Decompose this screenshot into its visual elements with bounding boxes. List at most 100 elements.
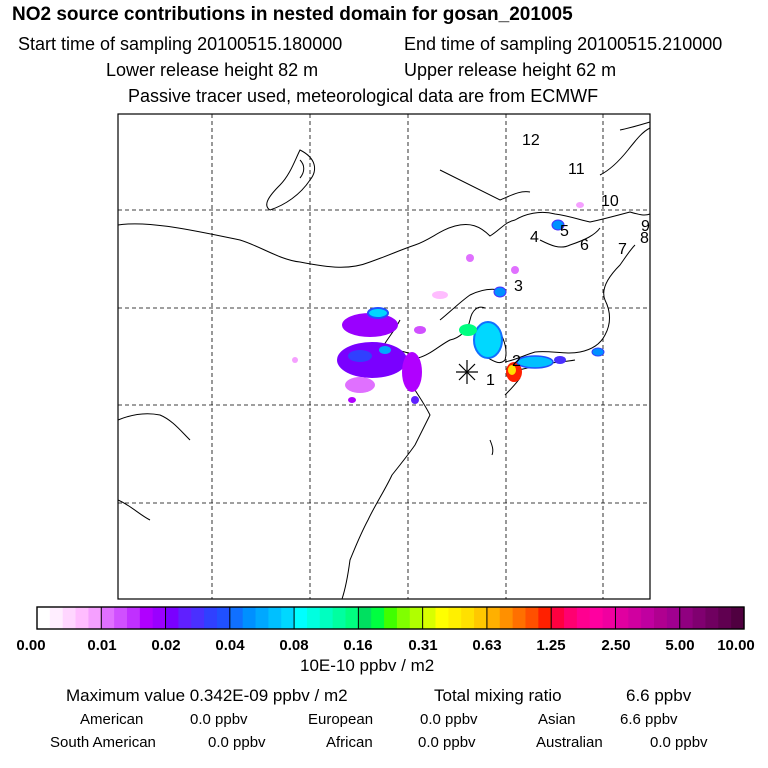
colorbar-tick: 2.50 [601, 637, 630, 654]
site-number-labels: 1 2 3 4 5 6 7 8 9 10 11 12 [486, 132, 650, 389]
colorbar-cell [602, 607, 617, 629]
maximum-value-label: Maximum value 0.342E-09 ppbv / m2 [66, 686, 348, 705]
site-label: 7 [618, 241, 627, 258]
region-name: South American [50, 734, 156, 751]
colorbar-cell [178, 607, 192, 629]
region-name: European [308, 711, 374, 728]
colorbar-cell [692, 607, 707, 629]
colorbar-cell [242, 607, 257, 629]
colorbar-cell [216, 607, 231, 629]
colorbar-cell [576, 607, 591, 629]
plume-trace-8 [411, 396, 419, 404]
colorbar-frame [36, 606, 745, 630]
plume-japan [516, 355, 554, 369]
colorbar-cell [486, 607, 501, 629]
colorbar-tick: 0.02 [151, 637, 180, 654]
plume-korea [473, 321, 503, 359]
plume-japan-2 [554, 356, 566, 364]
colorbar-cell [615, 607, 629, 629]
colorbar-cell [62, 607, 77, 629]
colorbar-cell [409, 607, 424, 629]
colorbar-cell [551, 607, 565, 629]
total-mixing-label: Total mixing ratio [434, 686, 562, 705]
release-site-marker [456, 360, 478, 384]
colorbar-cell [37, 607, 51, 629]
colorbar-cell [461, 607, 475, 629]
colorbar-cell [319, 607, 334, 629]
colorbar-tick: 0.00 [16, 637, 45, 654]
colorbar-cell [75, 607, 90, 629]
colorbar-tick: 10.00 [717, 637, 755, 654]
upper-release-label: Upper release height 62 m [404, 60, 617, 80]
colorbar-cell [589, 607, 604, 629]
plume-kyushu-core [508, 365, 516, 375]
colorbar-cell [435, 607, 449, 629]
colorbar-tick: 5.00 [665, 637, 694, 654]
colorbar-cell [422, 607, 437, 629]
region-value: 0.0 ppbv [418, 734, 476, 751]
colorbar-tick: 0.01 [87, 637, 116, 654]
site-label: 11 [568, 161, 585, 178]
colorbar-cell [666, 607, 681, 629]
colorbar-tick: 0.08 [279, 637, 308, 654]
colorbar-cell [358, 607, 372, 629]
colorbar-cell [255, 607, 269, 629]
colorbar-cell [564, 607, 578, 629]
region-name: Australian [536, 734, 603, 751]
colorbar-tick-labels: 0.00 0.01 0.02 0.04 0.08 0.16 0.31 0.63 … [16, 637, 754, 654]
colorbar-cell [654, 607, 668, 629]
colorbar-cell [114, 607, 128, 629]
colorbar-cell [268, 607, 282, 629]
concentration-plumes [292, 202, 605, 404]
site-label: 5 [560, 223, 569, 240]
plume-beijing [342, 313, 398, 337]
region-name: American [80, 711, 144, 728]
plume-trace-5 [292, 357, 298, 363]
plume-trace-1 [432, 291, 448, 299]
colorbar-cell [371, 607, 385, 629]
colorbar-cell [718, 607, 732, 629]
colorbar-cell [474, 607, 488, 629]
site-label: 8 [640, 230, 649, 247]
colorbar-cell [396, 607, 411, 629]
colorbar-cell [229, 607, 244, 629]
colorbar-tick: 0.16 [343, 637, 372, 654]
region-name: African [326, 734, 373, 751]
colorbar-cell [204, 607, 218, 629]
colorbar-cell [641, 607, 655, 629]
map-title: NO2 source contributions in nested domai… [12, 4, 573, 25]
colorbar-cell [139, 607, 154, 629]
plume-manchuria [551, 219, 565, 231]
plume-shandong-core [348, 350, 372, 362]
site-label: 6 [580, 237, 589, 254]
colorbar-cell [294, 607, 308, 629]
colorbar-cell [126, 607, 141, 629]
colorbar-tick: 0.31 [408, 637, 437, 654]
plume-north-korea [493, 286, 507, 298]
colorbar-tick: 1.25 [536, 637, 565, 654]
colorbar-cell [731, 607, 745, 629]
colorbar-cell [679, 607, 694, 629]
site-label: 4 [530, 229, 539, 246]
tracer-label: Passive tracer used, meteorological data… [128, 86, 599, 106]
plume-trace-6 [348, 397, 356, 403]
site-label: 2 [512, 353, 521, 370]
plume-korea-west [459, 324, 477, 336]
region-value: 6.6 ppbv [620, 711, 678, 728]
site-label: 1 [486, 372, 495, 389]
colorbar-cell [512, 607, 527, 629]
site-label: 12 [522, 132, 540, 149]
colorbar-unit: 10E-10 ppbv / m2 [300, 656, 435, 675]
colorbar-cells [37, 607, 745, 629]
colorbar-cell [499, 607, 514, 629]
region-value: 0.0 ppbv [420, 711, 478, 728]
colorbar-cell [384, 607, 398, 629]
site-label: 10 [601, 193, 619, 210]
plume-south [345, 377, 375, 393]
start-time-label: Start time of sampling 20100515.180000 [18, 34, 343, 54]
colorbar-cell [152, 607, 167, 629]
plume-trace-2 [466, 254, 474, 262]
colorbar-cell [538, 607, 552, 629]
